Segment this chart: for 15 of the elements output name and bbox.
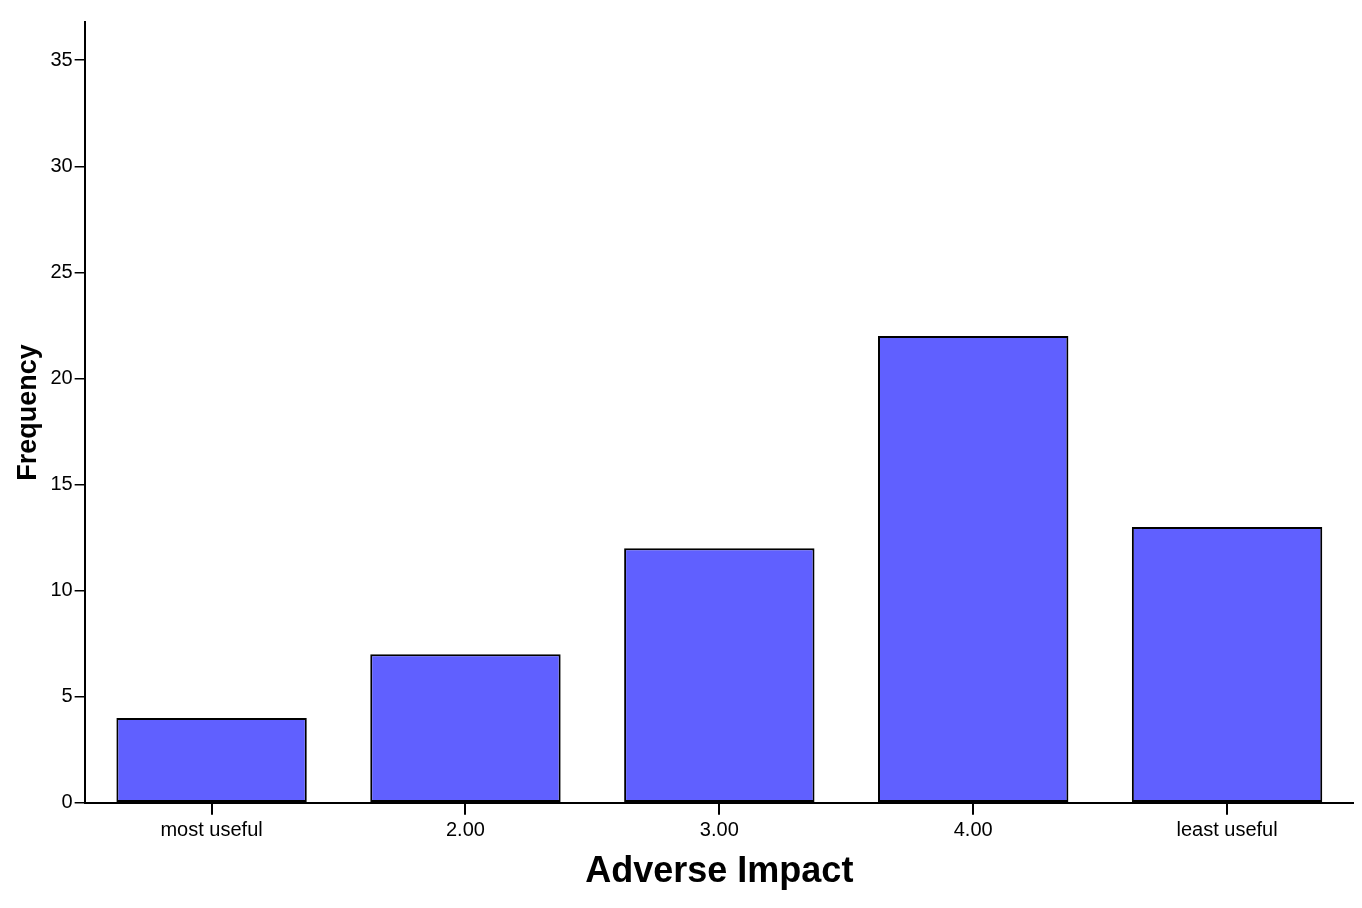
- y-tick-label: 20: [50, 365, 73, 388]
- y-tick-label: 25: [50, 259, 73, 282]
- x-tick-label: most useful: [160, 818, 263, 841]
- y-tick-label: 15: [50, 472, 73, 495]
- x-tick-label: 2.00: [445, 818, 485, 841]
- y-tick-label: 35: [50, 47, 73, 70]
- y-tick-label: 5: [61, 684, 73, 707]
- x-axis-title: Adverse Impact: [585, 849, 854, 891]
- y-axis-title: Frequency: [11, 344, 42, 481]
- y-tick-label: 0: [61, 790, 73, 813]
- x-tick-label: 3.00: [699, 818, 739, 841]
- y-tick-label: 10: [50, 578, 73, 601]
- x-tick-label: 4.00: [953, 818, 993, 841]
- y-tick-label: 30: [50, 153, 73, 176]
- x-tick-label: least useful: [1176, 818, 1278, 841]
